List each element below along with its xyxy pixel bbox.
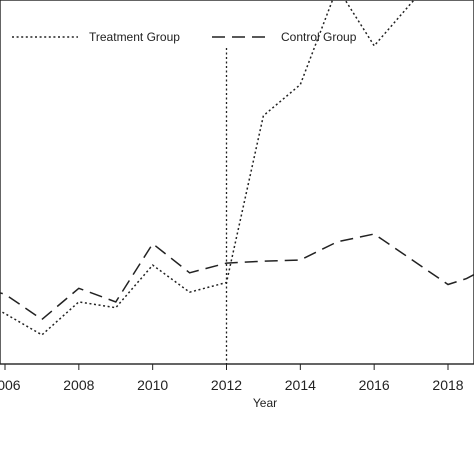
x-axis: 2006 2008 2010 2012 2014 2016 2018 xyxy=(0,364,464,393)
series-layer xyxy=(0,0,474,336)
x-tick-label: 2006 xyxy=(0,377,21,393)
x-axis-title: Year xyxy=(253,396,277,410)
x-tick-label: 2014 xyxy=(285,377,316,393)
legend-label-treatment: Treatment Group xyxy=(89,30,180,44)
x-tick-label: 2016 xyxy=(359,377,390,393)
legend-label-control: Control Group xyxy=(281,30,357,44)
x-tick-label: 2008 xyxy=(63,377,94,393)
x-tick-label: 2012 xyxy=(211,377,242,393)
series-line-control xyxy=(0,233,474,321)
legend: Treatment Group Control Group xyxy=(12,30,357,44)
plot-frame xyxy=(0,0,474,365)
series-line-treatment xyxy=(0,0,416,336)
x-tick-label: 2018 xyxy=(432,377,463,393)
x-tick-label: 2010 xyxy=(137,377,168,393)
